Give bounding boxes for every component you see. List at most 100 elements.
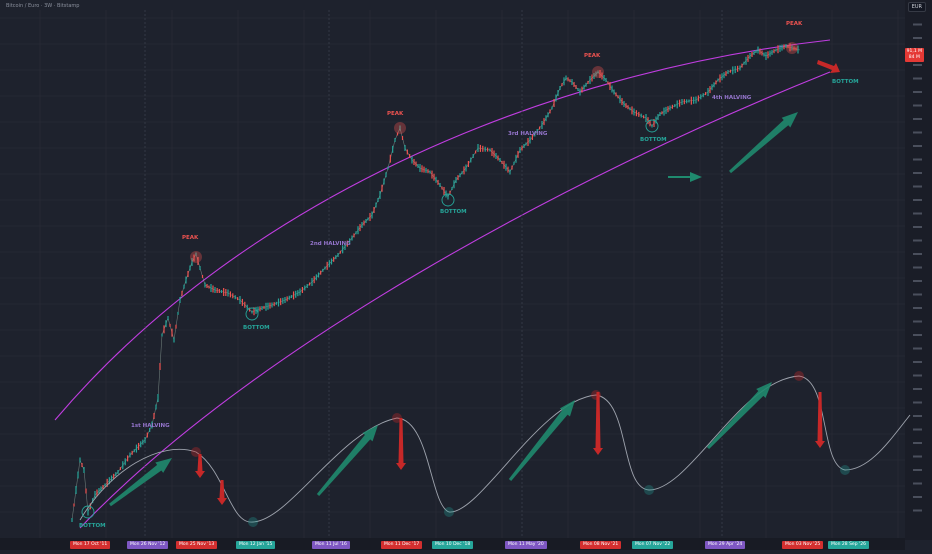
price-tick-label	[913, 334, 922, 336]
price-candle	[665, 106, 667, 114]
cycle-down-arrow	[593, 392, 603, 455]
cycle-curve	[79, 375, 911, 523]
price-candle	[413, 159, 415, 165]
date-tag: Mon 12 Jan '15	[236, 541, 276, 549]
price-candle	[579, 88, 581, 96]
price-candle	[406, 149, 408, 155]
currency-badge[interactable]: EUR	[907, 2, 926, 12]
price-candle	[212, 285, 214, 293]
price-candle	[467, 161, 469, 167]
price-candle	[218, 289, 220, 293]
price-candle	[484, 146, 486, 152]
price-candle	[489, 148, 491, 152]
price-tick-label	[913, 361, 922, 363]
price-candle	[465, 164, 467, 172]
price-candle	[102, 485, 104, 489]
price-candle	[449, 190, 451, 195]
price-candle	[181, 290, 183, 296]
price-candle	[783, 44, 785, 50]
price-candle	[427, 169, 429, 174]
price-peak-marker	[592, 66, 604, 78]
price-candle	[257, 306, 259, 313]
price-tick-label	[913, 293, 922, 296]
price-candle	[795, 47, 797, 51]
price-candle	[561, 83, 563, 87]
price-candle	[525, 142, 527, 146]
price-candle	[721, 73, 723, 81]
price-candle	[771, 49, 773, 55]
price-candle	[351, 235, 353, 241]
price-candle	[451, 187, 453, 190]
price-tick-label	[913, 185, 922, 188]
price-candle	[159, 363, 161, 370]
price-candle	[688, 99, 690, 103]
price-tick-label	[913, 266, 922, 269]
price-candle	[569, 79, 571, 83]
price-candle	[787, 45, 789, 49]
price-candle	[286, 296, 288, 302]
price-candle	[581, 86, 583, 93]
price-candle	[225, 289, 227, 296]
event-label-halving: 2nd HALVING	[310, 241, 351, 247]
price-candle	[335, 255, 337, 260]
price-candle	[761, 50, 763, 56]
price-candle	[725, 71, 727, 77]
price-tick-label	[913, 509, 922, 512]
price-candle	[355, 231, 357, 235]
price-candle	[797, 45, 799, 54]
price-candle	[737, 65, 739, 72]
chart-title: Bitcoin / Euro · 3W · Bitstamp	[6, 3, 80, 9]
price-candle	[322, 268, 324, 272]
price-candle	[759, 48, 761, 55]
price-candle	[161, 333, 163, 337]
price-candle	[387, 166, 389, 170]
cycle-peak-marker	[794, 371, 804, 381]
price-candle	[411, 156, 413, 164]
price-candle	[441, 186, 443, 190]
price-candle	[153, 413, 155, 419]
price-candle	[404, 145, 406, 151]
price-candle	[527, 138, 529, 146]
price-candle	[433, 173, 435, 181]
price-candle	[589, 76, 591, 84]
price-candle	[719, 74, 721, 83]
price-candle	[709, 86, 711, 94]
price-candle	[775, 48, 777, 52]
price-tick-label	[913, 172, 922, 174]
price-candle	[705, 92, 707, 96]
price-candle	[313, 276, 315, 284]
cycle-down-arrow	[195, 454, 205, 478]
price-candle	[365, 219, 367, 223]
price-peak-marker	[786, 42, 798, 54]
price-candle	[106, 478, 108, 487]
price-candle	[140, 441, 142, 448]
price-candle	[344, 243, 346, 250]
price-candle	[777, 45, 779, 54]
price-candle	[292, 291, 295, 300]
last-change: 84 M	[908, 55, 920, 60]
price-candle	[631, 106, 633, 115]
price-candle	[394, 138, 396, 142]
price-candle	[509, 169, 511, 175]
price-candle	[306, 284, 308, 288]
price-candle	[627, 105, 629, 110]
price-candle	[146, 432, 148, 438]
price-candle	[482, 145, 484, 152]
price-tick-label	[913, 23, 922, 26]
price-candle	[301, 287, 303, 293]
price-candle	[523, 144, 525, 148]
cycle-down-arrow	[217, 480, 227, 505]
price-candle	[349, 238, 351, 244]
price-candle	[389, 154, 391, 163]
price-candle	[447, 194, 449, 200]
price-candle	[765, 52, 767, 60]
price-candle	[199, 266, 201, 270]
price-candle	[399, 125, 401, 131]
price-bottom-marker	[645, 119, 659, 133]
cycle-bottom-marker	[248, 517, 258, 527]
price-candle	[290, 295, 293, 299]
price-tick-label	[913, 415, 922, 417]
price-candle	[611, 85, 613, 93]
